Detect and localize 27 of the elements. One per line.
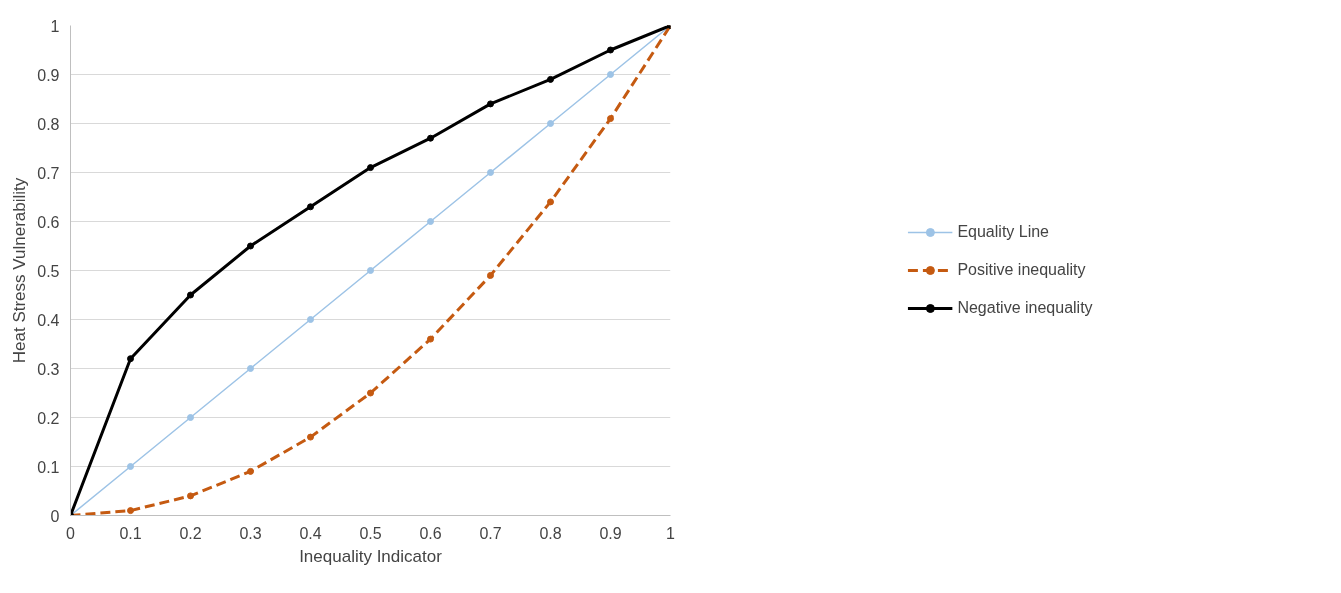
x-tick-label: 0.3 [239, 524, 262, 542]
y-tick-label: 0.6 [37, 213, 60, 231]
y-axis-title: Heat Stress Vulnerability [10, 177, 30, 364]
x-tick-label: 0 [66, 524, 76, 542]
legend-label: Equality Line [957, 223, 1050, 241]
x-tick-label: 0.9 [599, 524, 622, 542]
x-tick-label: 0.6 [419, 524, 442, 542]
y-tick-label: 0 [50, 507, 60, 525]
y-tick-label: 0.8 [37, 115, 60, 133]
x-tick-label: 0.1 [119, 524, 142, 542]
x-tick-label: 0.2 [179, 524, 202, 542]
x-tick-label: 1 [666, 524, 676, 542]
y-tick-label: 0.2 [37, 409, 60, 427]
x-axis-title: Inequality Indicator [299, 546, 443, 566]
x-tick-label: 0.7 [479, 524, 502, 542]
x-tick-label: 0.5 [359, 524, 382, 542]
legend-label: Positive inequality [957, 261, 1086, 279]
y-tick-label: 0.4 [37, 311, 60, 329]
y-tick-label: 1 [50, 17, 60, 35]
y-tick-label: 0.5 [37, 262, 60, 280]
x-tick-label: 0.8 [539, 524, 562, 542]
y-tick-label: 0.1 [37, 458, 60, 476]
y-tick-label: 0.3 [37, 360, 60, 378]
y-tick-label: 0.9 [37, 66, 60, 84]
y-tick-label: 0.7 [37, 164, 60, 182]
legend-label: Negative inequality [957, 299, 1093, 317]
x-tick-label: 0.4 [299, 524, 322, 542]
